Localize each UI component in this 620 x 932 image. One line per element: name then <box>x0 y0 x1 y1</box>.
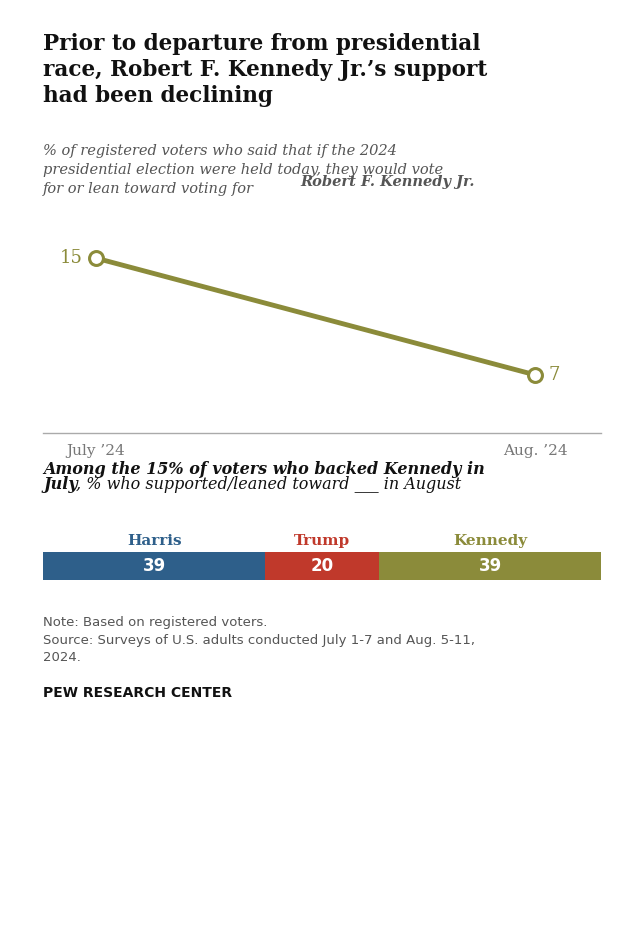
Text: Kennedy: Kennedy <box>453 534 528 548</box>
Bar <box>43 552 265 580</box>
Text: Trump: Trump <box>294 534 350 548</box>
Text: 15: 15 <box>60 249 83 267</box>
Text: Prior to departure from presidential
race, Robert F. Kennedy Jr.’s support
had b: Prior to departure from presidential rac… <box>43 33 488 107</box>
Text: 39: 39 <box>479 556 502 575</box>
Bar <box>265 552 379 580</box>
Text: % of registered voters who said that if the 2024
presidential election were held: % of registered voters who said that if … <box>43 144 443 197</box>
Text: 7: 7 <box>549 366 560 384</box>
Text: 39: 39 <box>143 556 166 575</box>
Text: 20: 20 <box>311 556 334 575</box>
Bar <box>379 552 601 580</box>
Text: Robert F. Kennedy Jr.: Robert F. Kennedy Jr. <box>301 175 475 189</box>
Text: Note: Based on registered voters.
Source: Surveys of U.S. adults conducted July : Note: Based on registered voters. Source… <box>43 616 476 665</box>
Text: Among the 15% of voters who backed Kennedy in: Among the 15% of voters who backed Kenne… <box>43 461 485 478</box>
Text: , % who supported/leaned toward ___ in August: , % who supported/leaned toward ___ in A… <box>76 476 461 493</box>
Text: Harris: Harris <box>127 534 182 548</box>
Text: PEW RESEARCH CENTER: PEW RESEARCH CENTER <box>43 686 232 700</box>
Text: July: July <box>43 476 78 493</box>
